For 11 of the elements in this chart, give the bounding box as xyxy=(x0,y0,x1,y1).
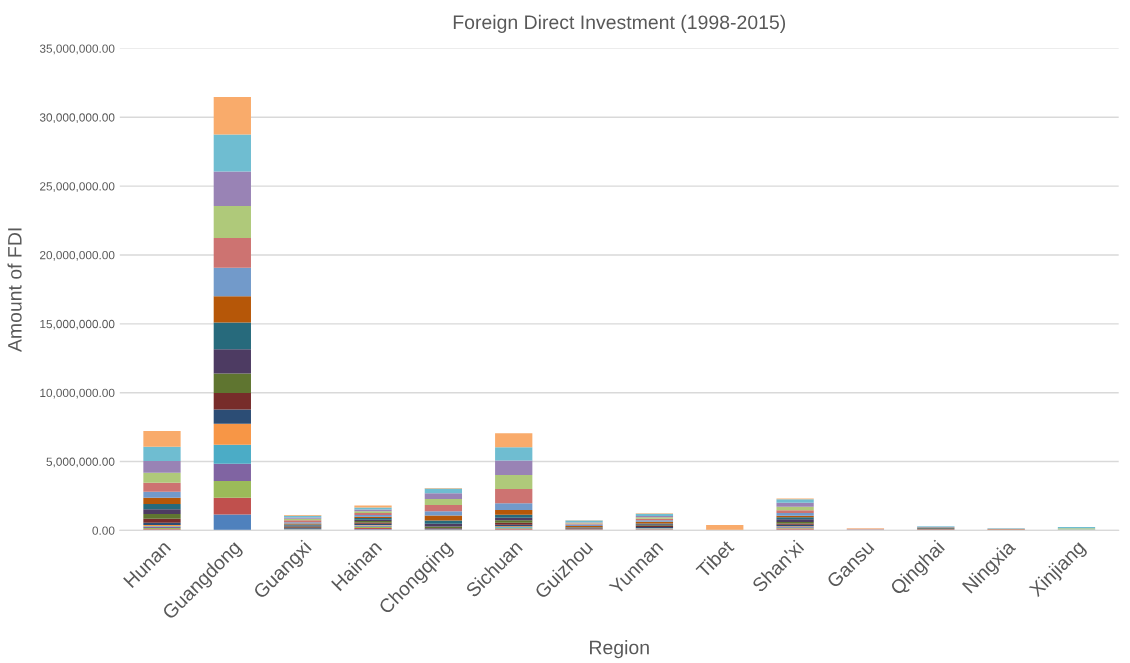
x-axis-title: Region xyxy=(590,640,649,659)
y-tick-label: 20,000,000.00 xyxy=(40,251,115,261)
y-tick-label: 30,000,000.00 xyxy=(39,113,115,124)
y-tick-label: 0.00 xyxy=(92,526,115,535)
y-axis-title: Amount of FDI xyxy=(7,228,22,353)
y-tick-label: 5,000,000.00 xyxy=(46,457,115,468)
y-tick-label: 35,000,000.00 xyxy=(39,44,115,55)
y-tick-label: 15,000,000.00 xyxy=(40,319,115,330)
y-tick-label: 25,000,000.00 xyxy=(40,182,115,192)
chart-title: Foreign Direct Investment (1998-2015) xyxy=(453,14,786,33)
y-tick-label: 10,000,000.00 xyxy=(40,388,115,399)
